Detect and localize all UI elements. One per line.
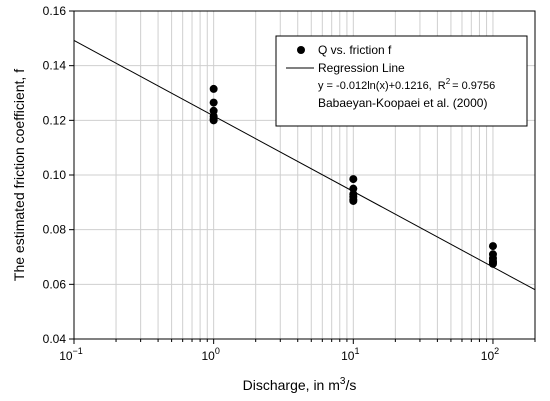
legend-box: Q vs. friction f Regression Line y = -0.… xyxy=(275,35,528,127)
y-tick-label: 0.10 xyxy=(43,168,67,182)
regression-line-layer xyxy=(73,39,536,291)
x-axis-title: Discharge, in m3/s xyxy=(243,376,357,393)
data-point xyxy=(349,184,358,193)
data-points-layer xyxy=(209,84,497,268)
legend-line-label: Regression Line xyxy=(318,61,405,75)
data-point xyxy=(209,84,218,93)
data-point xyxy=(209,98,218,107)
y-axis-title: The estimated friction coefficient, f xyxy=(11,69,27,281)
legend-frame xyxy=(275,35,528,127)
x-tick-label: 102 xyxy=(481,346,499,363)
legend-points-label: Q vs. friction f xyxy=(318,43,392,57)
axis-ticks: 0.04 0.06 0.08 0.10 0.12 0.14 0.16 10−1 100 101 10… xyxy=(43,4,536,363)
data-point xyxy=(209,106,218,115)
legend-reference: Babaeyan-Koopaei et al. (2000) xyxy=(318,96,487,110)
legend-point-marker xyxy=(297,46,305,54)
y-tick-label: 0.08 xyxy=(43,223,67,237)
x-tick-label: 10−1 xyxy=(59,346,83,363)
data-point xyxy=(488,242,497,251)
y-tick-label: 0.16 xyxy=(43,4,67,18)
y-tick-label: 0.04 xyxy=(43,332,67,346)
regression-line xyxy=(73,39,536,291)
y-tick-label: 0.12 xyxy=(43,113,67,127)
x-tick-label: 100 xyxy=(201,346,219,363)
legend-equation: y = -0.012ln(x)+0.1216, R2 = 0.9756 xyxy=(318,77,495,92)
data-point xyxy=(488,259,497,268)
y-tick-label: 0.06 xyxy=(43,277,67,291)
data-point xyxy=(209,116,218,125)
data-point xyxy=(349,175,358,184)
data-point xyxy=(349,196,358,205)
x-tick-label: 101 xyxy=(341,346,359,363)
y-tick-label: 0.14 xyxy=(43,59,67,73)
